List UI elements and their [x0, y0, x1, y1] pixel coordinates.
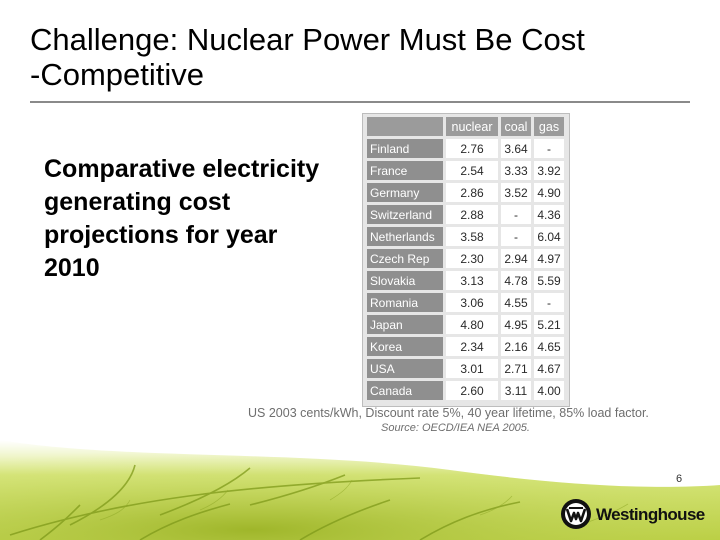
header-gas: gas — [534, 117, 564, 136]
country-cell: Czech Rep — [367, 249, 443, 268]
country-cell: France — [367, 161, 443, 180]
gas-cost-cell: 4.97 — [534, 249, 564, 268]
page-number: 6 — [676, 473, 683, 485]
coal-cost-cell: 3.64 — [501, 139, 531, 158]
gas-cost-cell: 6.04 — [534, 227, 564, 246]
table-row: France 2.54 3.33 3.92 — [367, 161, 564, 180]
table-row: Germany 2.86 3.52 4.90 — [367, 183, 564, 202]
table-header-row: nuclear coal gas — [367, 117, 564, 136]
nuclear-cost-cell: 3.58 — [446, 227, 498, 246]
coal-cost-cell: 3.52 — [501, 183, 531, 202]
westinghouse-circle-w-icon — [561, 499, 591, 529]
nuclear-cost-cell: 2.60 — [446, 381, 498, 400]
gas-cost-cell: 4.90 — [534, 183, 564, 202]
coal-cost-cell: 2.94 — [501, 249, 531, 268]
coal-cost-cell: 3.33 — [501, 161, 531, 180]
gas-cost-cell: 5.21 — [534, 315, 564, 334]
coal-cost-cell: 4.55 — [501, 293, 531, 312]
country-cell: Switzerland — [367, 205, 443, 224]
cost-table-panel: nuclear coal gas Finland 2.76 3.64- France 2… — [362, 113, 570, 407]
gas-cost-cell: 4.00 — [534, 381, 564, 400]
nuclear-cost-cell: 2.88 — [446, 205, 498, 224]
slide-title: Challenge: Nuclear Power Must Be Cost -C… — [30, 22, 700, 92]
country-cell: Romania — [367, 293, 443, 312]
country-cell: Korea — [367, 337, 443, 356]
leaf-background-image — [0, 440, 720, 540]
gas-cost-cell: 5.59 — [534, 271, 564, 290]
coal-cost-cell: - — [501, 205, 531, 224]
country-cell: Finland — [367, 139, 443, 158]
country-cell: Canada — [367, 381, 443, 400]
country-cell: Japan — [367, 315, 443, 334]
nuclear-cost-cell: 3.06 — [446, 293, 498, 312]
gas-cost-cell: 4.65 — [534, 337, 564, 356]
table-row: Finland 2.76 3.64- — [367, 139, 564, 158]
table-row: Czech Rep 2.30 2.94 4.97 — [367, 249, 564, 268]
table-row: Netherlands 3.58-6.04 — [367, 227, 564, 246]
table-row: Canada 2.60 3.11 4.00 — [367, 381, 564, 400]
coal-cost-cell: 2.71 — [501, 359, 531, 378]
country-cell: Germany — [367, 183, 443, 202]
table-row: Switzerland 2.88-4.36 — [367, 205, 564, 224]
coal-cost-cell: 4.95 — [501, 315, 531, 334]
gas-cost-cell: 3.92 — [534, 161, 564, 180]
country-cell: USA — [367, 359, 443, 378]
coal-cost-cell: - — [501, 227, 531, 246]
title-line-1: Challenge: Nuclear Power Must Be Cost — [30, 22, 585, 57]
country-cell: Netherlands — [367, 227, 443, 246]
table-row: Slovakia 3.13 4.78 5.59 — [367, 271, 564, 290]
nuclear-cost-cell: 2.30 — [446, 249, 498, 268]
coal-cost-cell: 3.11 — [501, 381, 531, 400]
coal-cost-cell: 2.16 — [501, 337, 531, 356]
nuclear-cost-cell: 2.76 — [446, 139, 498, 158]
table-note: US 2003 cents/kWh, Discount rate 5%, 40 … — [248, 406, 649, 420]
table-source: Source: OECD/IEA NEA 2005. — [381, 422, 530, 434]
body-text: Comparative electricity generating cost … — [44, 155, 320, 282]
title-line-2: -Competitive — [30, 57, 204, 92]
nuclear-cost-cell: 2.34 — [446, 337, 498, 356]
logo-wordmark: Westinghouse — [596, 505, 705, 524]
header-coal: coal — [501, 117, 531, 136]
header-blank-cell — [367, 117, 443, 136]
coal-cost-cell: 4.78 — [501, 271, 531, 290]
table-row: USA 3.01 2.71 4.67 — [367, 359, 564, 378]
nuclear-cost-cell: 3.13 — [446, 271, 498, 290]
table-row: Korea 2.34 2.16 4.65 — [367, 337, 564, 356]
gas-cost-cell: - — [534, 293, 564, 312]
nuclear-cost-cell: 4.80 — [446, 315, 498, 334]
table-row: Japan 4.80 4.95 5.21 — [367, 315, 564, 334]
nuclear-cost-cell: 2.86 — [446, 183, 498, 202]
cost-table: nuclear coal gas Finland 2.76 3.64- France 2… — [364, 114, 567, 403]
gas-cost-cell: 4.36 — [534, 205, 564, 224]
nuclear-cost-cell: 3.01 — [446, 359, 498, 378]
header-nuclear: nuclear — [446, 117, 498, 136]
westinghouse-logo: Westinghouse — [560, 497, 720, 535]
gas-cost-cell: - — [534, 139, 564, 158]
country-cell: Slovakia — [367, 271, 443, 290]
gas-cost-cell: 4.67 — [534, 359, 564, 378]
table-row: Romania 3.06 4.55- — [367, 293, 564, 312]
nuclear-cost-cell: 2.54 — [446, 161, 498, 180]
title-divider — [30, 101, 690, 103]
